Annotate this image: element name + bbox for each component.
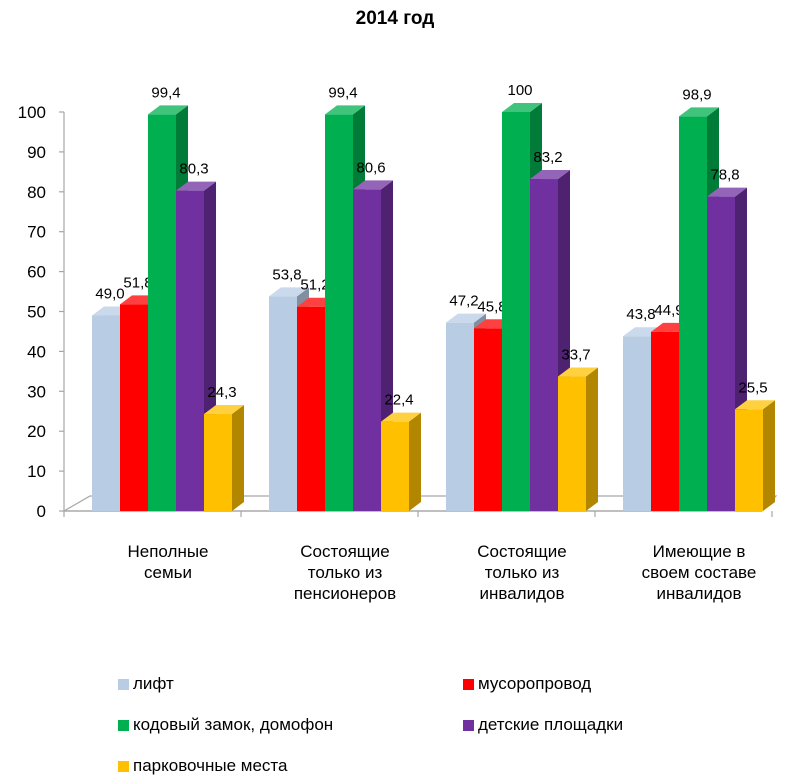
data-label: 100 xyxy=(507,82,532,99)
x-category-label: Неполные семьи xyxy=(128,542,209,582)
bar xyxy=(502,112,530,511)
bar-top xyxy=(148,105,188,115)
bar-side xyxy=(586,367,598,511)
bar-side xyxy=(409,412,421,511)
x-category-label: Имеющие в своем составе инвалидов xyxy=(642,542,757,603)
data-label: 47,2 xyxy=(449,293,478,310)
bar-top xyxy=(353,180,393,190)
legend-item: кодовый замок, домофон xyxy=(118,715,333,735)
data-label: 83,2 xyxy=(533,149,562,166)
bar xyxy=(707,196,735,511)
legend-swatch xyxy=(463,678,474,690)
x-category-label: Состоящие только из инвалидов xyxy=(477,542,566,603)
data-label: 45,8 xyxy=(477,298,506,315)
bar-top xyxy=(530,170,570,180)
bar xyxy=(446,322,474,511)
bar xyxy=(204,414,232,511)
legend-item: детские площадки xyxy=(463,715,623,735)
legend-swatch xyxy=(118,760,129,772)
legend-item: лифт xyxy=(118,674,174,694)
bar xyxy=(92,315,120,511)
bar xyxy=(148,114,176,512)
bar xyxy=(353,189,381,511)
data-label: 51,2 xyxy=(300,277,329,294)
data-label: 80,6 xyxy=(356,159,385,176)
legend-swatch xyxy=(118,719,129,731)
data-label: 80,3 xyxy=(179,161,208,178)
data-label: 78,8 xyxy=(710,167,739,184)
y-tick-label: 70 xyxy=(27,223,46,242)
bar xyxy=(269,296,297,511)
y-tick-label: 80 xyxy=(27,183,46,202)
data-label: 51,8 xyxy=(123,274,152,291)
bar xyxy=(381,421,409,511)
bar-top xyxy=(558,367,598,377)
bar-top xyxy=(325,105,365,115)
bar xyxy=(325,114,353,512)
bar xyxy=(679,116,707,511)
bar-top xyxy=(269,287,309,297)
legend-swatch xyxy=(463,719,474,731)
data-label: 43,8 xyxy=(626,306,655,323)
bar-top xyxy=(679,107,719,117)
y-tick-label: 40 xyxy=(27,342,46,361)
chart-title: 2014 год xyxy=(355,8,435,29)
bar-top xyxy=(735,400,775,410)
bar-top xyxy=(381,412,421,422)
bar xyxy=(120,304,148,511)
bar-top xyxy=(204,405,244,415)
y-tick-label: 90 xyxy=(27,143,46,162)
bar xyxy=(530,179,558,512)
data-label: 22,4 xyxy=(384,392,413,409)
chart-legend: лифт мусоропровод кодовый замок, домофон де… xyxy=(0,674,790,776)
y-tick-label: 10 xyxy=(27,462,46,481)
bar xyxy=(735,409,763,511)
legend-label: парковочные места xyxy=(133,756,288,775)
y-tick-label: 60 xyxy=(27,263,46,282)
bar-top xyxy=(446,313,486,323)
bar-chart: 0 10 20 30 40 50 60 70 80 90 100 49,051,8 99,4 80,3 24… xyxy=(18,82,778,603)
legend-label: мусоропровод xyxy=(478,674,592,693)
bar xyxy=(297,306,325,511)
y-tick-label: 100 xyxy=(18,103,46,122)
data-label: 99,4 xyxy=(151,84,180,101)
legend-label: лифт xyxy=(133,674,174,693)
bar-top xyxy=(502,103,542,112)
data-label: 53,8 xyxy=(272,266,301,283)
y-tick-label: 20 xyxy=(27,422,46,441)
bar-side xyxy=(763,400,775,511)
bar-top xyxy=(176,181,216,191)
data-label: 49,0 xyxy=(95,285,124,302)
data-label: 98,9 xyxy=(682,86,711,103)
legend-item: парковочные места xyxy=(118,756,287,776)
bar xyxy=(623,336,651,511)
data-label: 24,3 xyxy=(207,384,236,401)
bar xyxy=(558,376,586,511)
bar xyxy=(176,190,204,511)
legend-item: мусоропровод xyxy=(463,674,591,694)
legend-label: детские площадки xyxy=(478,715,624,734)
legend-label: кодовый замок, домофон xyxy=(133,715,334,734)
bar-side xyxy=(232,405,244,511)
data-label: 25,5 xyxy=(738,379,767,396)
bar xyxy=(651,331,679,511)
y-tick-label: 50 xyxy=(27,303,46,322)
data-label: 99,4 xyxy=(328,84,357,101)
data-label: 33,7 xyxy=(561,347,590,364)
bar-top xyxy=(707,187,747,197)
bar xyxy=(474,328,502,511)
legend-swatch xyxy=(118,678,129,690)
y-tick-label: 30 xyxy=(27,382,46,401)
y-tick-label: 0 xyxy=(37,502,46,521)
x-category-label: Состоящие только из пенсионеров xyxy=(294,542,396,603)
data-label: 44,9 xyxy=(654,302,683,319)
